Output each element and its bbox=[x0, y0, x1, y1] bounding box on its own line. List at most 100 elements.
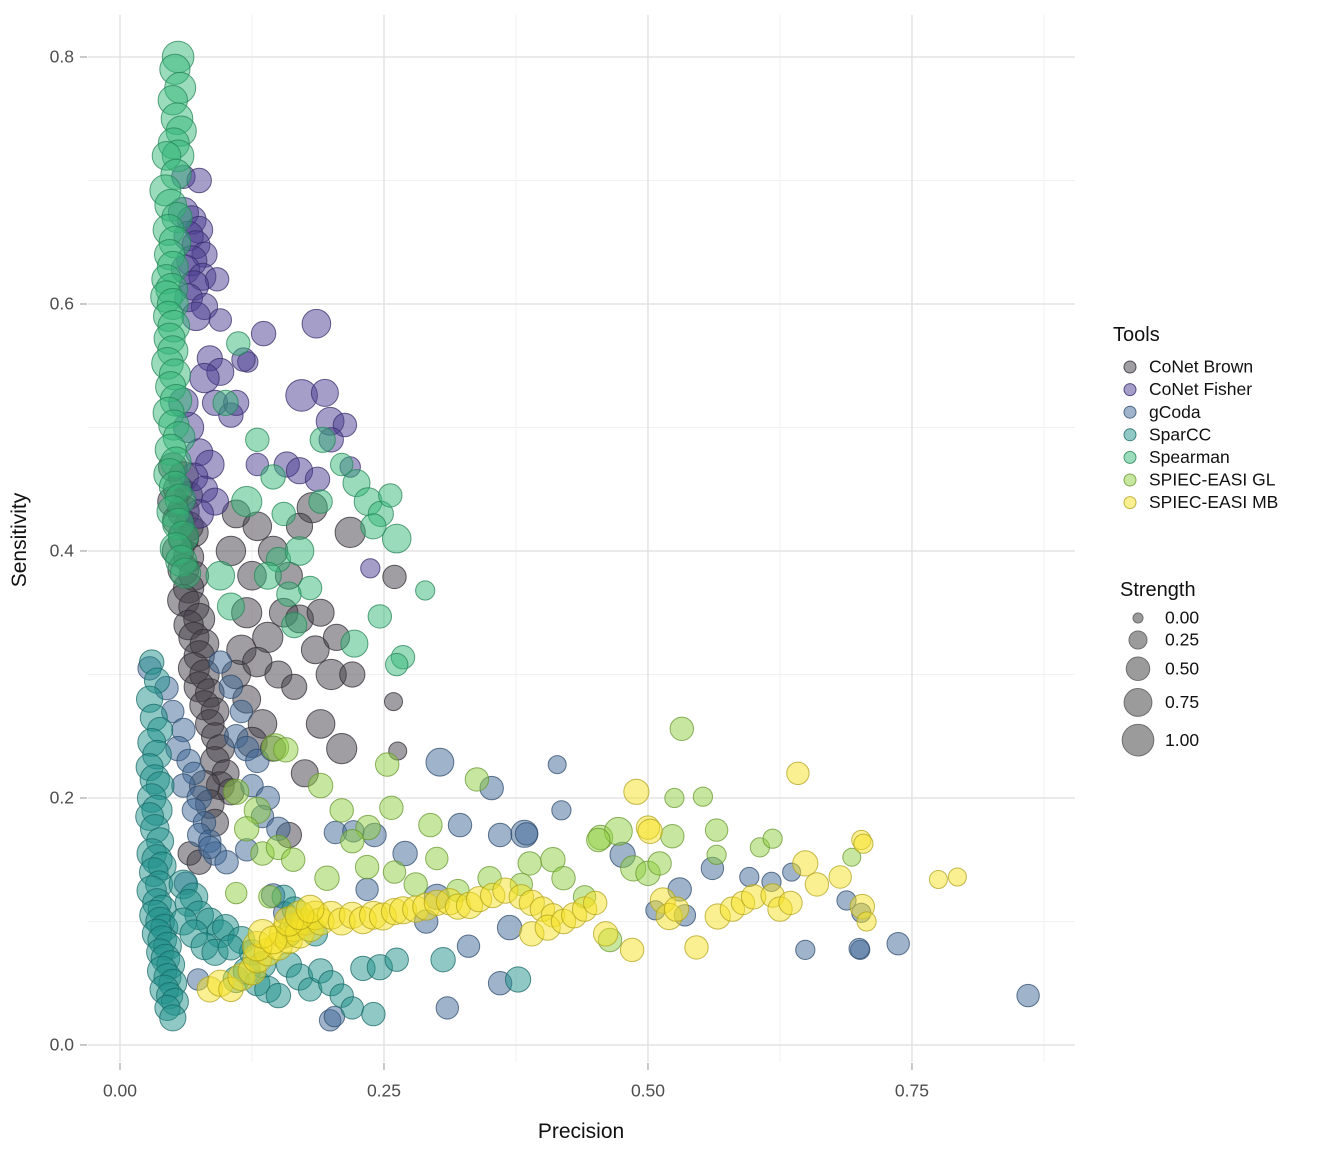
data-point[interactable] bbox=[367, 604, 392, 629]
data-point[interactable] bbox=[848, 937, 870, 960]
data-point[interactable] bbox=[361, 1001, 386, 1027]
data-point[interactable] bbox=[198, 835, 222, 860]
legend-item-spiec-easi-mb[interactable]: SPIEC-EASI MB bbox=[1123, 492, 1278, 512]
data-point[interactable] bbox=[551, 866, 576, 891]
data-point[interactable] bbox=[245, 427, 270, 452]
data-point[interactable] bbox=[1016, 983, 1040, 1008]
data-point[interactable] bbox=[739, 866, 760, 888]
data-point[interactable] bbox=[418, 812, 443, 838]
data-point[interactable] bbox=[456, 934, 481, 958]
legend-item-sparcc[interactable]: SparCC bbox=[1123, 424, 1211, 444]
data-point[interactable] bbox=[947, 867, 967, 887]
data-point[interactable] bbox=[464, 767, 490, 792]
data-point[interactable] bbox=[623, 778, 650, 805]
data-point[interactable] bbox=[159, 1004, 187, 1032]
data-point[interactable] bbox=[828, 865, 852, 889]
data-point[interactable] bbox=[212, 389, 239, 416]
data-point[interactable] bbox=[306, 598, 335, 627]
data-point[interactable] bbox=[425, 747, 455, 777]
data-point[interactable] bbox=[586, 827, 611, 853]
data-point[interactable] bbox=[284, 536, 315, 566]
data-point[interactable] bbox=[314, 865, 340, 891]
data-point[interactable] bbox=[189, 362, 220, 394]
data-point[interactable] bbox=[583, 890, 608, 916]
data-point[interactable] bbox=[853, 833, 874, 854]
data-point[interactable] bbox=[619, 937, 645, 963]
data-point[interactable] bbox=[340, 629, 369, 658]
data-point[interactable] bbox=[856, 911, 877, 932]
data-point[interactable] bbox=[281, 612, 308, 639]
data-point[interactable] bbox=[385, 652, 409, 677]
data-point[interactable] bbox=[435, 996, 459, 1020]
data-point[interactable] bbox=[260, 464, 286, 490]
data-point[interactable] bbox=[804, 872, 830, 897]
data-point[interactable] bbox=[234, 816, 260, 842]
data-point[interactable] bbox=[354, 854, 380, 880]
data-point[interactable] bbox=[360, 513, 387, 540]
data-point[interactable] bbox=[326, 733, 358, 765]
data-point[interactable] bbox=[245, 748, 270, 774]
data-point[interactable] bbox=[403, 872, 428, 897]
data-point[interactable] bbox=[684, 935, 709, 960]
data-point[interactable] bbox=[308, 489, 333, 514]
data-point[interactable] bbox=[339, 661, 366, 688]
data-point[interactable] bbox=[795, 939, 816, 961]
data-point[interactable] bbox=[208, 650, 233, 674]
data-point[interactable] bbox=[300, 635, 330, 665]
data-point[interactable] bbox=[297, 575, 323, 601]
data-point[interactable] bbox=[340, 829, 365, 854]
data-point[interactable] bbox=[430, 947, 456, 973]
data-point[interactable] bbox=[842, 847, 862, 867]
data-point[interactable] bbox=[360, 558, 381, 579]
data-point[interactable] bbox=[295, 894, 325, 924]
data-point[interactable] bbox=[250, 320, 277, 347]
data-point[interactable] bbox=[258, 885, 282, 909]
data-point[interactable] bbox=[253, 561, 282, 590]
data-point[interactable] bbox=[329, 798, 354, 823]
data-point[interactable] bbox=[229, 699, 254, 724]
data-point[interactable] bbox=[355, 814, 381, 841]
data-point[interactable] bbox=[415, 580, 436, 601]
strength-legend-item-0.00[interactable]: 0.00 bbox=[1132, 608, 1199, 628]
data-point[interactable] bbox=[271, 501, 296, 527]
legend-item-spearman[interactable]: Spearman bbox=[1123, 447, 1230, 467]
data-point[interactable] bbox=[928, 870, 948, 889]
strength-legend-item-0.25[interactable]: 0.25 bbox=[1128, 630, 1199, 650]
data-point[interactable] bbox=[381, 523, 412, 554]
data-point[interactable] bbox=[514, 822, 539, 846]
data-point[interactable] bbox=[305, 709, 336, 739]
data-point[interactable] bbox=[660, 824, 685, 849]
data-point[interactable] bbox=[226, 331, 251, 356]
data-point[interactable] bbox=[692, 786, 714, 807]
data-point[interactable] bbox=[218, 674, 244, 699]
data-point[interactable] bbox=[706, 844, 727, 865]
data-point[interactable] bbox=[330, 452, 354, 477]
data-point[interactable] bbox=[205, 560, 236, 591]
data-point[interactable] bbox=[384, 692, 403, 712]
strength-legend-item-1.00[interactable]: 1.00 bbox=[1121, 723, 1199, 757]
data-point[interactable] bbox=[551, 800, 572, 821]
data-point[interactable] bbox=[886, 932, 910, 956]
data-point[interactable] bbox=[382, 564, 407, 590]
data-point[interactable] bbox=[379, 795, 404, 820]
data-point[interactable] bbox=[214, 850, 239, 875]
data-point[interactable] bbox=[217, 934, 244, 961]
legend-item-gcoda[interactable]: gCoda bbox=[1123, 402, 1201, 422]
data-point[interactable] bbox=[216, 592, 245, 621]
data-point[interactable] bbox=[647, 851, 672, 876]
data-point[interactable] bbox=[496, 914, 523, 941]
data-point[interactable] bbox=[637, 818, 663, 844]
data-point[interactable] bbox=[663, 896, 690, 922]
data-point[interactable] bbox=[517, 851, 542, 876]
data-point[interactable] bbox=[265, 982, 292, 1009]
data-point[interactable] bbox=[547, 755, 567, 775]
data-point[interactable] bbox=[704, 818, 729, 842]
data-point[interactable] bbox=[425, 846, 449, 871]
data-point[interactable] bbox=[340, 996, 364, 1020]
strength-legend-item-0.75[interactable]: 0.75 bbox=[1123, 687, 1199, 717]
data-point[interactable] bbox=[792, 850, 819, 877]
data-point[interactable] bbox=[504, 966, 532, 993]
data-point[interactable] bbox=[392, 840, 418, 867]
data-point[interactable] bbox=[593, 921, 619, 947]
data-point[interactable] bbox=[281, 847, 306, 872]
